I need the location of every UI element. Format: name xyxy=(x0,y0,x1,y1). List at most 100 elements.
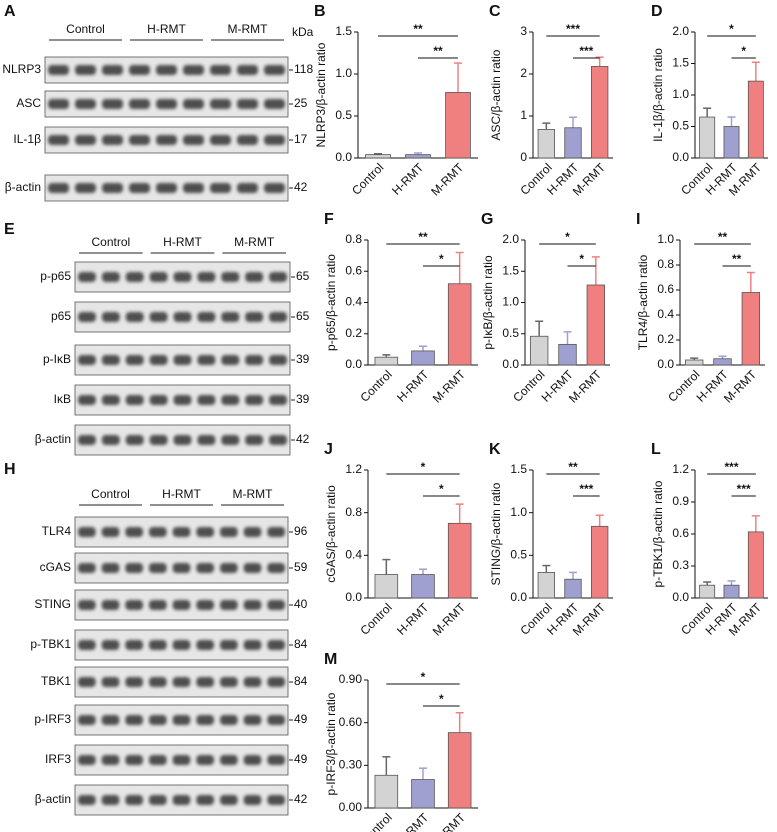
protein-label: p-IκB xyxy=(43,352,71,366)
blot-band xyxy=(197,355,216,365)
y-axis-label: p-TBK1/β-actin ratio xyxy=(651,480,665,587)
y-axis-label: NLRP3/β-actin ratio xyxy=(314,42,328,147)
bar xyxy=(374,356,399,366)
blot-band xyxy=(221,272,240,282)
y-tick-label: 1.2 xyxy=(672,462,689,476)
blot-band xyxy=(172,563,191,573)
blot-band xyxy=(264,135,285,145)
blot-band xyxy=(267,600,285,610)
kda-label: 49 xyxy=(294,712,308,726)
bar xyxy=(537,572,555,599)
panel-letter: A xyxy=(4,3,16,20)
protein-label: β-actin xyxy=(35,792,71,806)
blot-band xyxy=(196,715,214,725)
blot-band xyxy=(210,99,231,109)
protein-label: ASC xyxy=(16,96,41,110)
blot-band xyxy=(243,600,262,610)
kda-label: 65 xyxy=(296,269,310,283)
y-tick-label: 1 xyxy=(520,108,527,122)
blot-band xyxy=(267,527,285,537)
blot-band xyxy=(125,355,144,365)
blot-band xyxy=(149,435,168,445)
blot-band xyxy=(243,795,262,805)
blot-band xyxy=(245,435,264,445)
bar xyxy=(747,80,764,159)
blot-band xyxy=(101,395,120,405)
blot-band xyxy=(210,183,231,193)
protein-label: p-IRF3 xyxy=(34,712,71,726)
y-tick-label: 1.0 xyxy=(672,87,689,101)
blot-band xyxy=(149,715,167,725)
blot-band xyxy=(245,395,264,405)
bar xyxy=(374,774,399,809)
protein-label: TLR4 xyxy=(42,524,72,538)
blot-band xyxy=(210,135,231,145)
blot-band xyxy=(75,65,96,75)
blot-band xyxy=(75,99,96,109)
blot-band xyxy=(102,183,123,193)
y-axis-label: ASC/β-actin ratio xyxy=(489,49,503,140)
blot-band xyxy=(129,65,150,75)
blot-band xyxy=(149,640,167,650)
significance-label: *** xyxy=(724,460,738,474)
panel-letter: C xyxy=(489,3,501,20)
panel-letter: K xyxy=(489,441,501,458)
blot-band xyxy=(48,65,69,75)
blot-band xyxy=(149,600,167,610)
blot-band xyxy=(101,715,120,725)
y-tick-label: 0.4 xyxy=(345,548,362,562)
blot-band xyxy=(78,355,96,365)
blot-band xyxy=(196,755,214,765)
blot-band xyxy=(149,563,167,573)
kda-label: 59 xyxy=(294,560,308,574)
blot-band xyxy=(101,600,120,610)
group-label: M-RMT xyxy=(228,22,269,36)
blot-band xyxy=(173,312,192,322)
y-tick-label: 1.5 xyxy=(502,263,519,277)
significance-label: ** xyxy=(418,230,428,244)
bar xyxy=(747,531,764,599)
group-label: Control xyxy=(91,235,130,249)
group-label: H-RMT xyxy=(163,235,202,249)
blot-band xyxy=(125,715,143,725)
blot-band xyxy=(125,312,144,322)
blot-band xyxy=(101,677,120,687)
blot-band xyxy=(172,715,191,725)
blot-band xyxy=(129,183,150,193)
x-tick-label: M-RMT xyxy=(430,367,469,406)
blot-band xyxy=(267,795,285,805)
x-tick-label: H-RMT xyxy=(394,367,432,405)
y-tick-label: 0.8 xyxy=(657,257,674,271)
group-label: H-RMT xyxy=(147,22,186,36)
blot-band xyxy=(101,755,120,765)
blot-band xyxy=(267,640,285,650)
y-tick-label: 0.6 xyxy=(672,526,689,540)
blot-band xyxy=(173,395,192,405)
blot-band xyxy=(243,563,262,573)
blot-band xyxy=(101,312,120,322)
bar xyxy=(684,359,704,366)
kda-label: 84 xyxy=(294,637,308,651)
bar xyxy=(723,126,740,159)
blot-band xyxy=(101,272,120,282)
significance-label: ** xyxy=(732,252,742,266)
significance-label: * xyxy=(421,460,426,474)
blot-band xyxy=(78,640,96,650)
blot-band xyxy=(172,795,191,805)
blot-band xyxy=(172,677,191,687)
y-tick-label: 0.0 xyxy=(657,357,674,371)
kda-label: 25 xyxy=(294,96,308,110)
bar xyxy=(447,283,472,366)
significance-label: * xyxy=(421,670,426,684)
panel-letter: H xyxy=(4,461,16,478)
bar xyxy=(447,732,472,809)
panel-letter: B xyxy=(314,3,326,20)
blot-band xyxy=(149,795,167,805)
y-tick-label: 2.0 xyxy=(672,24,689,38)
y-axis-label: cGAS/β-actin ratio xyxy=(324,485,338,583)
blot-band xyxy=(101,640,120,650)
x-tick-label: Control xyxy=(357,600,394,637)
x-tick-label: H-RMT xyxy=(389,160,427,198)
y-tick-label: 0.4 xyxy=(657,307,674,321)
y-tick-label: 0.0 xyxy=(345,590,362,604)
